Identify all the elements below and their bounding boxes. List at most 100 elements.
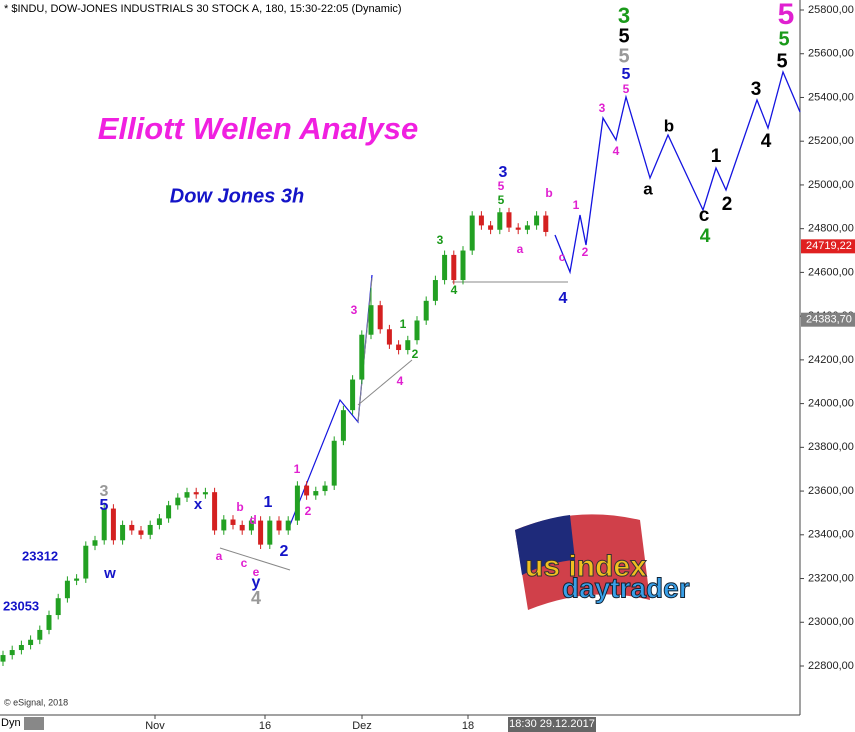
candle-body bbox=[506, 212, 512, 228]
candle-body bbox=[193, 492, 199, 495]
candle-body bbox=[212, 492, 218, 531]
candle-body bbox=[469, 215, 475, 251]
candle-body bbox=[377, 305, 383, 330]
wave-label: 3 bbox=[351, 303, 358, 317]
trend-line bbox=[357, 277, 373, 423]
candle-body bbox=[267, 520, 273, 545]
wave-label: a bbox=[517, 242, 524, 256]
wave-label: 4 bbox=[559, 290, 568, 307]
wave-label: d bbox=[249, 513, 256, 527]
wave-label: 5 bbox=[778, 0, 795, 31]
wave-label: e bbox=[253, 565, 260, 579]
candle-body bbox=[258, 520, 264, 545]
candle-body bbox=[515, 227, 521, 230]
candle-body bbox=[432, 280, 438, 301]
scroll-button[interactable] bbox=[24, 717, 44, 730]
wave-label: b bbox=[236, 500, 243, 514]
candle-body bbox=[74, 578, 80, 581]
candle-body bbox=[0, 655, 6, 662]
candle-body bbox=[294, 485, 300, 521]
candle-body bbox=[156, 518, 162, 525]
candle-body bbox=[64, 580, 70, 599]
wave-label: 5 bbox=[618, 25, 629, 47]
candle-body bbox=[478, 215, 484, 226]
candle-body bbox=[55, 598, 61, 616]
copyright: © eSignal, 2018 bbox=[4, 697, 68, 707]
candle-body bbox=[248, 520, 254, 531]
price-note: 23053 bbox=[3, 598, 39, 613]
candle-body bbox=[359, 334, 365, 380]
y-tick-label: 24200,00 bbox=[808, 354, 854, 366]
logo: us index daytrader bbox=[515, 514, 690, 610]
chart-title: Elliott Wellen Analyse bbox=[98, 111, 418, 146]
y-tick-label: 23000,00 bbox=[808, 616, 854, 628]
wave-label: 2 bbox=[412, 347, 419, 361]
wave-label: 1 bbox=[711, 146, 722, 167]
price-tag bbox=[801, 312, 855, 327]
candle-body bbox=[9, 650, 15, 656]
candle-body bbox=[543, 215, 549, 232]
candle-body bbox=[221, 519, 227, 531]
wave-label: 4 bbox=[251, 588, 261, 608]
wave-label: 5 bbox=[498, 179, 505, 193]
candle-body bbox=[129, 524, 135, 531]
wave-label: 1 bbox=[400, 317, 407, 331]
x-tick-label: Dez bbox=[352, 720, 372, 732]
wave-label: a bbox=[216, 549, 223, 563]
y-tick-label: 23400,00 bbox=[808, 529, 854, 541]
trend-line bbox=[357, 359, 413, 406]
candle-body bbox=[322, 485, 328, 492]
wave-label: 1 bbox=[573, 198, 580, 212]
wave-label: 4 bbox=[700, 226, 711, 247]
wave-label: b bbox=[545, 186, 552, 200]
wave-label: 5 bbox=[776, 50, 787, 72]
candle-body bbox=[488, 225, 494, 230]
wave-label: 2 bbox=[305, 504, 312, 518]
candle-body bbox=[524, 225, 530, 230]
y-tick-label: 25400,00 bbox=[808, 91, 854, 103]
price-tag-label: 24719,22 bbox=[806, 240, 852, 252]
wave-label: 1 bbox=[264, 494, 273, 511]
wave-label: b bbox=[664, 116, 674, 135]
candle-body bbox=[147, 524, 153, 535]
y-tick-label: 25800,00 bbox=[808, 4, 854, 16]
price-note: 23312 bbox=[22, 548, 58, 563]
candle-body bbox=[239, 524, 245, 531]
candle-body bbox=[497, 212, 503, 230]
wave-label: 5 bbox=[622, 66, 631, 83]
wave-label: y bbox=[252, 574, 261, 591]
candle-body bbox=[37, 629, 43, 640]
candle-body bbox=[460, 250, 466, 281]
wave-label: 3 bbox=[437, 233, 444, 247]
candle-body bbox=[46, 615, 52, 630]
y-tick-label: 23600,00 bbox=[808, 485, 854, 497]
y-tick-label: 22800,00 bbox=[808, 660, 854, 672]
wave-label: 5 bbox=[498, 193, 505, 207]
cursor-label: 18:30 29.12.2017 bbox=[509, 718, 595, 730]
wave-label: c bbox=[241, 556, 248, 570]
candle-body bbox=[340, 410, 346, 441]
candle-body bbox=[101, 508, 107, 541]
wave-label: 4 bbox=[613, 144, 620, 158]
x-tick-label: 18 bbox=[462, 720, 474, 732]
wave-label: c bbox=[559, 250, 566, 264]
y-tick-label: 23200,00 bbox=[808, 572, 854, 584]
candle-body bbox=[442, 254, 448, 281]
price-tag-label: 24383,70 bbox=[806, 314, 852, 326]
candle-body bbox=[423, 300, 429, 321]
wave-label: 3 bbox=[599, 101, 606, 115]
wave-label: 3 bbox=[499, 164, 508, 181]
candle-body bbox=[184, 492, 190, 498]
candle-body bbox=[83, 545, 89, 579]
candle-body bbox=[368, 305, 374, 335]
x-tick-label: Nov bbox=[145, 720, 165, 732]
candle-body bbox=[120, 524, 126, 541]
candle-body bbox=[534, 215, 540, 226]
y-tick-label: 24000,00 bbox=[808, 398, 854, 410]
wave-label: a bbox=[643, 179, 653, 198]
logo-text: us index bbox=[525, 550, 647, 583]
candle-body bbox=[28, 639, 34, 646]
candle-body bbox=[350, 379, 356, 411]
candle-body bbox=[92, 540, 98, 546]
candle-body bbox=[202, 492, 208, 495]
